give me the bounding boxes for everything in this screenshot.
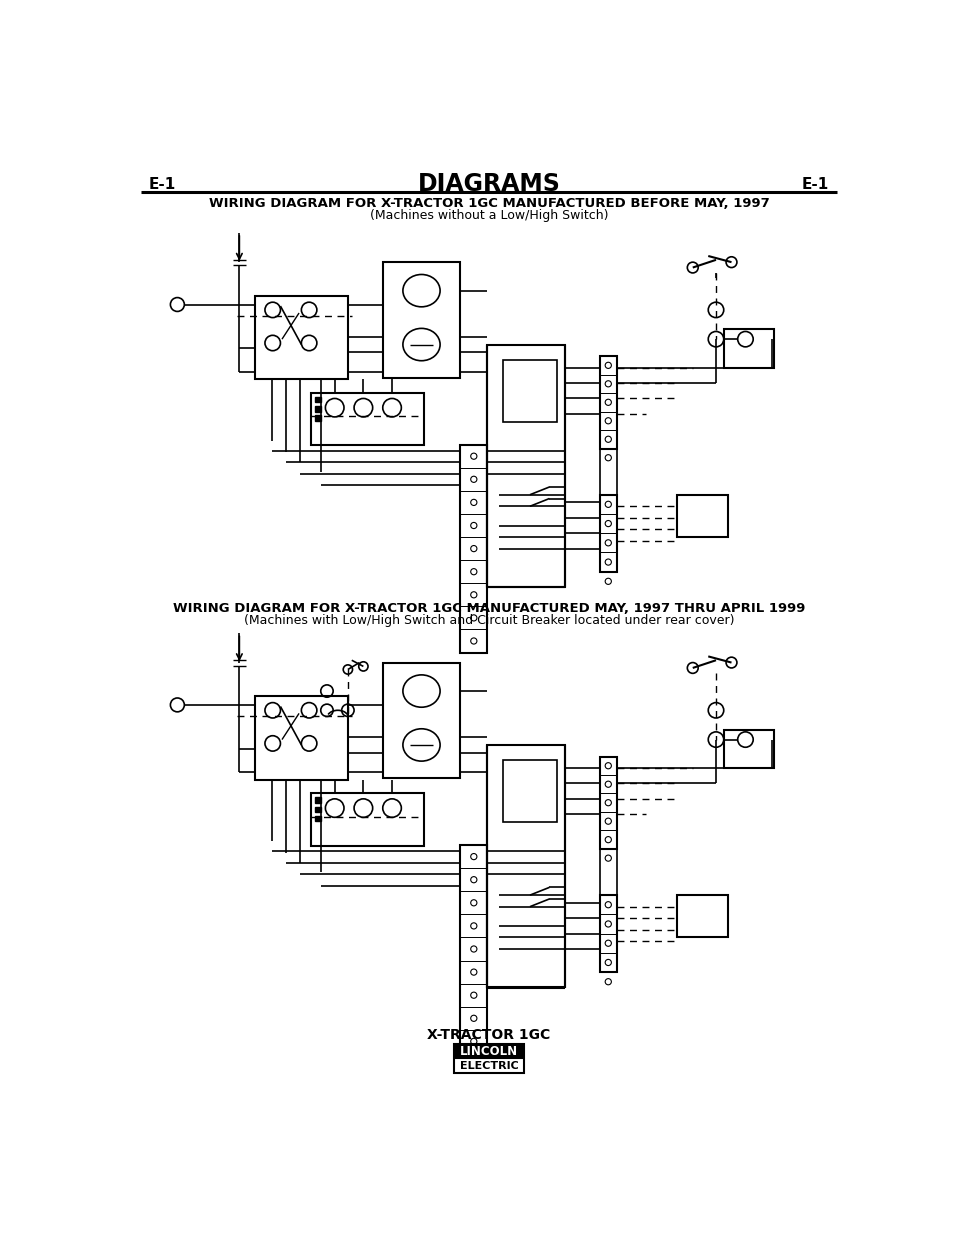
Bar [599, 495, 617, 572]
Text: ELECTRIC: ELECTRIC [459, 1061, 517, 1071]
Text: X-TRACTOR 1GC: X-TRACTOR 1GC [427, 1029, 550, 1042]
Bar [723, 730, 773, 768]
Bar [254, 697, 348, 779]
Bar [315, 798, 320, 803]
Bar [487, 345, 564, 587]
Text: E-1: E-1 [149, 177, 175, 191]
Bar [315, 396, 320, 403]
Bar [315, 406, 320, 411]
Text: WIRING DIAGRAM FOR X-TRACTOR 1GC MANUFACTURED BEFORE MAY, 1997: WIRING DIAGRAM FOR X-TRACTOR 1GC MANUFAC… [209, 198, 768, 210]
Bar [502, 359, 557, 421]
Bar [315, 415, 320, 421]
Bar [677, 495, 727, 537]
Bar [382, 262, 459, 378]
Bar [459, 445, 487, 652]
Text: LINCOLN: LINCOLN [459, 1045, 517, 1057]
Bar [315, 816, 320, 821]
Bar [599, 895, 617, 972]
Bar [599, 356, 617, 448]
Text: (Machines with Low/High Switch and Circuit Breaker located under rear cover): (Machines with Low/High Switch and Circu… [243, 615, 734, 627]
Bar [487, 745, 564, 988]
Bar [311, 393, 423, 446]
Bar [315, 806, 320, 811]
Text: (Machines without a Low/High Switch): (Machines without a Low/High Switch) [369, 210, 608, 222]
Bar [677, 895, 727, 937]
Bar [311, 793, 423, 846]
Bar [723, 330, 773, 368]
Bar [454, 1044, 523, 1058]
Text: DIAGRAMS: DIAGRAMS [417, 173, 559, 196]
Bar [459, 845, 487, 1053]
Bar [454, 1044, 523, 1073]
Text: WIRING DIAGRAM FOR X-TRACTOR 1GC MANUFACTURED MAY, 1997 THRU APRIL 1999: WIRING DIAGRAM FOR X-TRACTOR 1GC MANUFAC… [172, 603, 804, 615]
Bar [502, 761, 557, 823]
Bar [382, 662, 459, 778]
Bar [254, 296, 348, 379]
Text: E-1: E-1 [801, 177, 828, 191]
Bar [599, 757, 617, 848]
